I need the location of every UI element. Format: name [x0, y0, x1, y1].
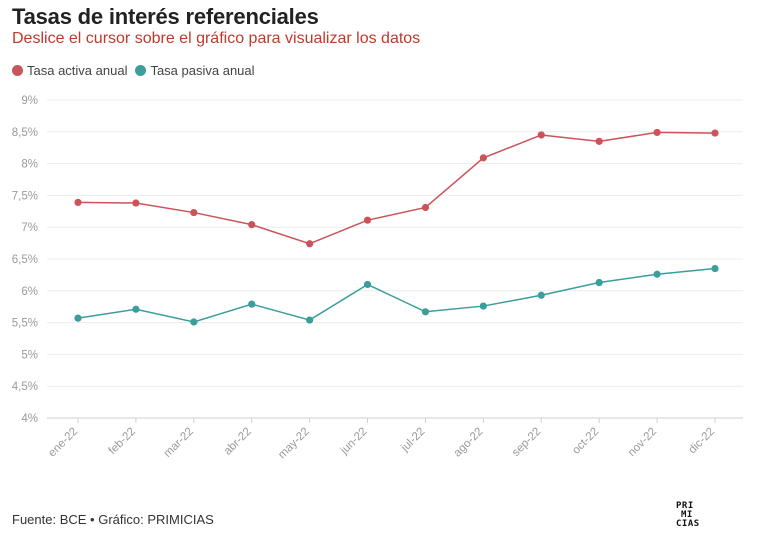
legend-swatch-pasiva — [135, 65, 147, 76]
data-point-1[interactable] — [537, 291, 545, 299]
x-tick-label: may-22 — [276, 426, 312, 462]
data-point-1[interactable] — [595, 278, 603, 287]
logo-line-3: CIAS — [676, 519, 700, 529]
legend-swatch-activa — [12, 65, 23, 76]
x-tick-label: sep-22 — [510, 426, 543, 459]
y-tick-label: 7,5% — [12, 190, 38, 202]
legend-label-activa: Tasa activa anual — [27, 63, 128, 78]
data-point-0[interactable] — [363, 216, 372, 224]
legend-label-pasiva: Tasa pasiva anual — [150, 63, 255, 78]
data-point-0[interactable] — [537, 131, 545, 139]
legend-item-pasiva[interactable]: Tasa pasiva anual — [135, 63, 255, 78]
data-point-1[interactable] — [479, 302, 487, 310]
data-point-1[interactable] — [190, 318, 198, 326]
series-line-0[interactable] — [77, 131, 716, 245]
y-tick-label: 6% — [21, 286, 38, 298]
chart-subtitle: Deslice el cursor sobre el gráfico para … — [12, 30, 421, 47]
data-point-1[interactable] — [421, 308, 430, 316]
x-tick-label: nov-22 — [626, 426, 659, 459]
x-tick-label: mar-22 — [162, 426, 196, 460]
x-tick-label: oct-22 — [570, 426, 601, 457]
data-point-0[interactable] — [421, 203, 430, 212]
data-point-0[interactable] — [306, 240, 314, 248]
data-point-0[interactable] — [711, 129, 719, 137]
legend: Tasa activa anual Tasa pasiva anual — [12, 63, 255, 78]
data-point-0[interactable] — [248, 221, 256, 229]
legend-item-activa[interactable]: Tasa activa anual — [12, 63, 127, 78]
data-point-0[interactable] — [595, 137, 603, 145]
y-tick-label: 8% — [21, 159, 38, 171]
data-point-1[interactable] — [711, 264, 719, 273]
data-point-1[interactable] — [653, 270, 661, 278]
data-point-1[interactable] — [74, 314, 82, 322]
primicias-logo: PRI MI CIAS — [676, 502, 700, 529]
y-tick-label: 6,5% — [12, 254, 38, 266]
x-tick-label: ene-22 — [46, 426, 80, 460]
data-point-1[interactable] — [363, 280, 372, 289]
x-tick-label: jun-22 — [338, 426, 370, 458]
data-point-1[interactable] — [248, 300, 256, 308]
source-note: Fuente: BCE • Gráfico: PRIMICIAS — [12, 512, 214, 527]
logo-line-1: PRI — [676, 501, 694, 511]
y-tick-label: 5% — [21, 349, 38, 361]
data-point-0[interactable] — [74, 198, 82, 206]
data-point-0[interactable] — [653, 128, 661, 137]
y-tick-label: 9% — [21, 95, 38, 107]
data-point-0[interactable] — [190, 208, 198, 217]
x-tick-label: jul-22 — [398, 426, 427, 455]
y-tick-label: 8,5% — [12, 127, 38, 139]
x-tick-label: feb-22 — [106, 426, 138, 458]
data-point-1[interactable] — [306, 316, 314, 324]
logo-line-2: MI — [681, 510, 693, 520]
y-tick-label: 4,5% — [12, 381, 38, 393]
y-tick-label: 4% — [21, 413, 38, 425]
chart-title: Tasas de interés referenciales — [12, 4, 319, 29]
y-tick-label: 7% — [21, 222, 38, 234]
x-tick-label: abr-22 — [222, 426, 254, 458]
data-point-0[interactable] — [132, 199, 140, 207]
data-point-1[interactable] — [132, 305, 140, 313]
x-tick-label: ago-22 — [452, 426, 486, 460]
series-line-1[interactable] — [77, 267, 716, 323]
data-point-0[interactable] — [479, 154, 487, 162]
y-tick-label: 5,5% — [12, 318, 38, 330]
x-tick-label: dic-22 — [686, 426, 717, 457]
